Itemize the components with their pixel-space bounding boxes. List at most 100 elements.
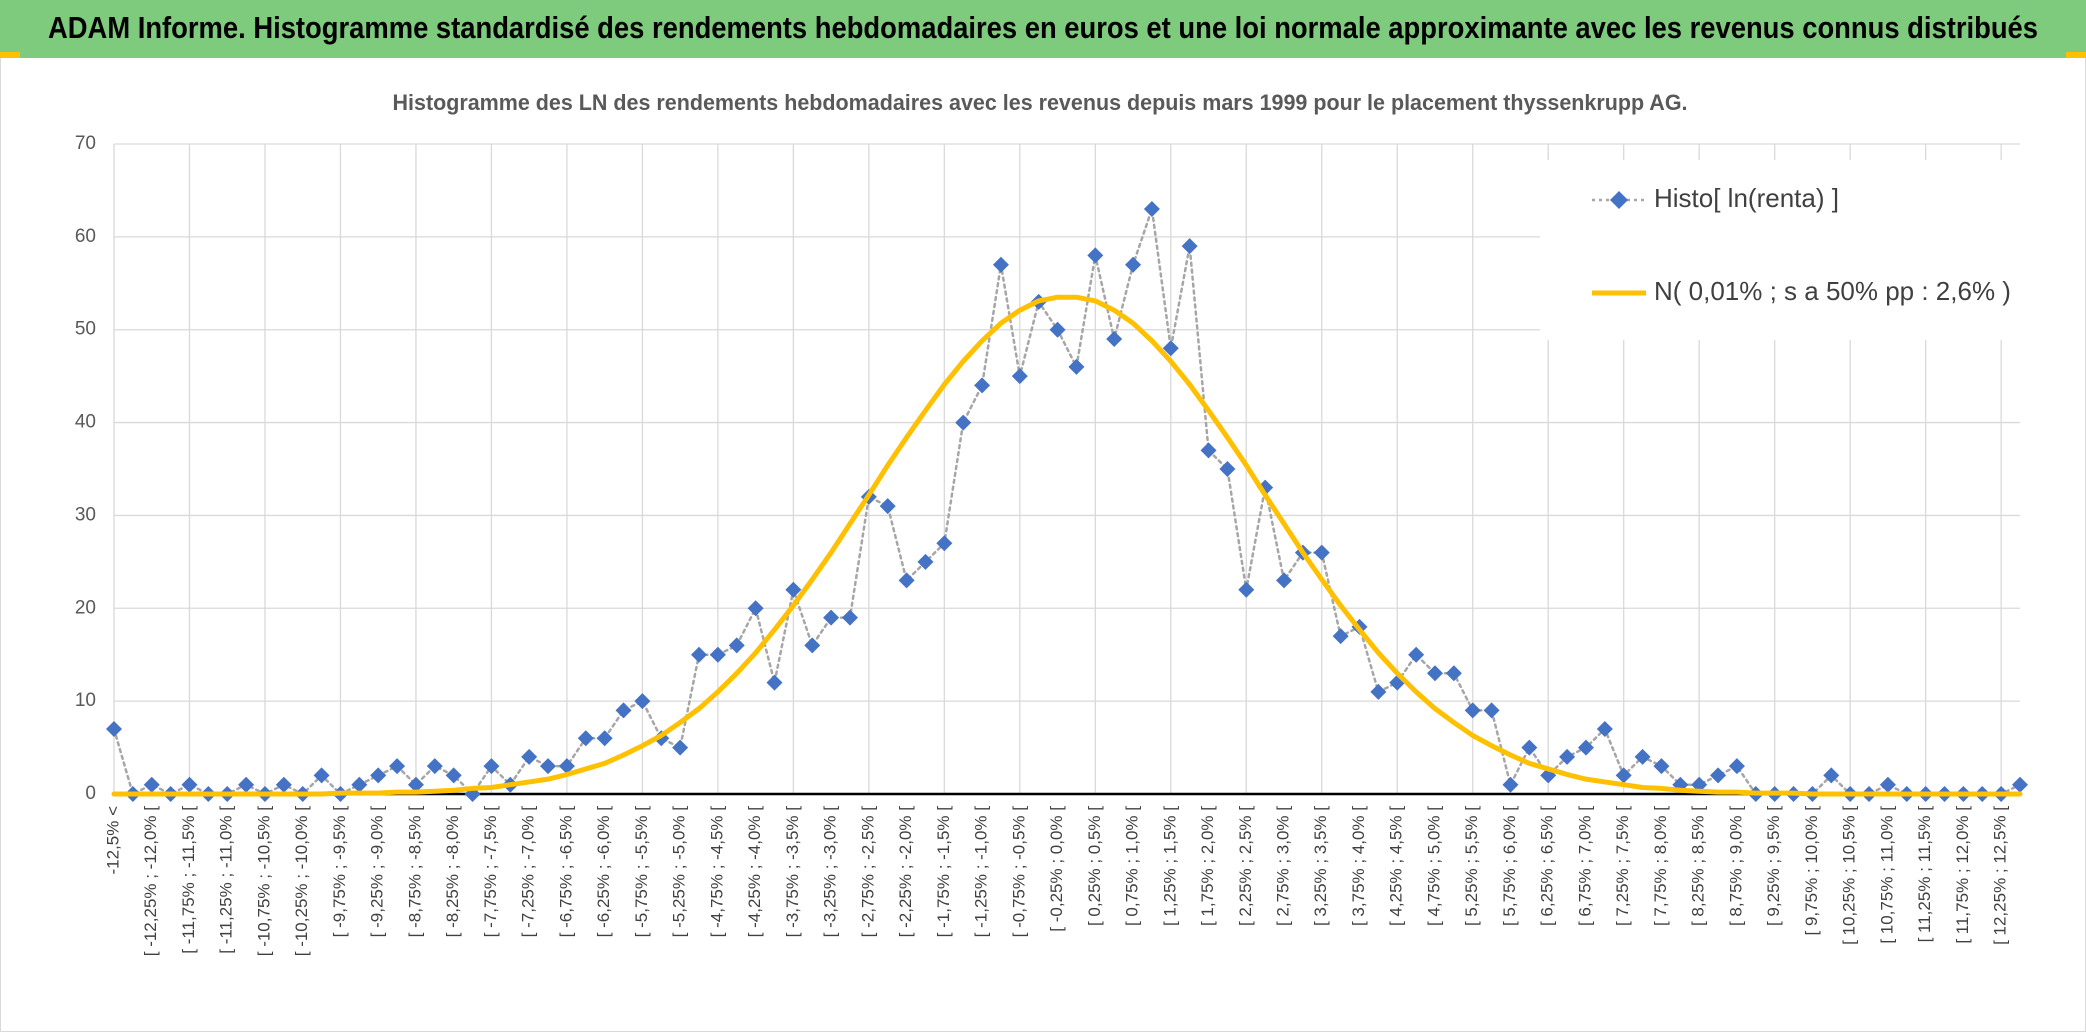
x-tick-label: [ -1,25% ; -1,0% [ — [972, 806, 991, 938]
data-point — [615, 702, 632, 719]
data-point — [766, 674, 783, 691]
data-point — [898, 572, 915, 589]
x-tick-label: [ 10,25% ; 10,5% [ — [1840, 806, 1859, 945]
y-tick-label: 20 — [75, 597, 96, 618]
data-point — [634, 693, 651, 710]
x-tick-label: [ 1,25% ; 1,5% [ — [1160, 806, 1179, 926]
data-point — [709, 646, 726, 663]
data-point — [1615, 767, 1632, 784]
data-point — [1559, 748, 1576, 765]
data-point — [1596, 721, 1613, 737]
x-tick-label: [ -1,75% ; -1,5% [ — [934, 806, 953, 938]
data-point — [275, 776, 292, 793]
series-line — [111, 294, 2023, 797]
data-point — [785, 581, 802, 598]
data-point — [389, 758, 406, 775]
data-point — [370, 767, 387, 784]
y-tick-label: 70 — [75, 133, 96, 154]
x-tick-label: [ 10,75% ; 11,0% [ — [1877, 806, 1896, 944]
data-point — [1464, 702, 1481, 719]
data-point — [1728, 758, 1745, 775]
data-point — [992, 256, 1009, 273]
data-point — [1408, 646, 1425, 663]
x-tick-label: [ -9,25% ; -9,0% [ — [368, 806, 387, 938]
data-point — [1483, 702, 1500, 719]
data-point — [1710, 767, 1727, 784]
data-point — [1049, 321, 1066, 338]
data-point — [1521, 739, 1538, 756]
x-tick-label: [ -9,75% ; -9,5% [ — [330, 806, 349, 938]
x-tick-label: [ -7,25% ; -7,0% [ — [519, 806, 538, 938]
x-tick-label: [ 9,75% ; 10,0% [ — [1802, 806, 1821, 936]
data-point — [426, 758, 443, 775]
data-point — [1370, 683, 1387, 700]
data-point — [540, 758, 557, 775]
x-tick-label: [ -2,25% ; -2,0% [ — [896, 806, 915, 938]
x-tick-label: [ -7,75% ; -7,5% [ — [481, 806, 500, 938]
x-tick-label: [ 0,25% ; 0,5% [ — [1085, 806, 1104, 926]
data-point — [955, 414, 972, 431]
data-point — [1879, 776, 1896, 793]
x-tick-label: [ 7,75% ; 8,0% [ — [1651, 806, 1670, 926]
data-point — [1276, 572, 1293, 589]
data-point — [1332, 628, 1349, 645]
data-point — [1011, 368, 1028, 385]
data-point — [238, 776, 255, 793]
x-tick-label: [ -10,25% ; -10,0% [ — [292, 806, 311, 957]
data-point — [1087, 247, 1104, 264]
legend-marker — [1610, 191, 1628, 209]
x-tick-label: [ 7,25% ; 7,5% [ — [1613, 806, 1632, 926]
y-tick-label: 0 — [85, 783, 96, 804]
x-tick-label: [ 11,25% ; 11,5% [ — [1915, 806, 1934, 943]
data-point — [351, 776, 368, 793]
title-bar — [0, 0, 2086, 58]
data-point — [1634, 748, 1651, 765]
corner-mark — [0, 52, 20, 58]
x-tick-label: [ -6,25% ; -6,0% [ — [594, 806, 613, 938]
x-tick-label: [ 6,25% ; 6,5% [ — [1538, 806, 1557, 926]
x-tick-label: [ -11,75% ; -11,5% [ — [179, 806, 198, 954]
x-tick-label: [ 6,75% ; 7,0% [ — [1575, 806, 1594, 926]
y-tick-label: 10 — [75, 690, 96, 711]
data-point — [1445, 665, 1462, 682]
data-point — [1162, 340, 1179, 357]
data-point — [1125, 256, 1142, 273]
y-tick-label: 50 — [75, 319, 96, 340]
data-point — [558, 758, 575, 775]
x-tick-label: [ -0,25% ; 0,0% [ — [1047, 806, 1066, 932]
data-point — [804, 637, 821, 654]
legend-box — [1540, 160, 2060, 340]
data-point — [1426, 665, 1443, 682]
x-tick-label: [ 5,25% ; 5,5% [ — [1462, 806, 1481, 926]
x-tick-label: [ 12,25% ; 12,5% [ — [1991, 806, 2010, 945]
x-tick-label: [ 4,75% ; 5,0% [ — [1424, 806, 1443, 926]
x-tick-label: [ -0,75% ; -0,5% [ — [1009, 806, 1028, 938]
chart-subtitle: Histogramme des LN des rendements hebdom… — [393, 90, 1688, 115]
x-tick-label: [ 1,75% ; 2,0% [ — [1198, 806, 1217, 926]
y-tick-label: 30 — [75, 504, 96, 525]
data-point — [691, 646, 708, 663]
data-point — [747, 600, 764, 617]
legend-label: Histo[ ln(renta) ] — [1654, 183, 1839, 213]
x-tick-label: [ -4,75% ; -4,5% [ — [707, 806, 726, 938]
data-point — [1823, 767, 1840, 784]
legend-label: N( 0,01% ; s a 50% pp : 2,6% ) — [1654, 276, 2011, 306]
x-tick-label: [ -3,25% ; -3,0% [ — [821, 806, 840, 938]
x-tick-label: [ -12,25% ; -12,0% [ — [141, 806, 160, 957]
x-tick-label: [ 8,25% ; 8,5% [ — [1689, 806, 1708, 926]
x-tick-label: [ 3,25% ; 3,5% [ — [1311, 806, 1330, 926]
data-point — [106, 721, 122, 737]
plot-area — [106, 201, 2028, 802]
data-point — [596, 730, 613, 747]
data-point — [974, 377, 991, 394]
data-point — [936, 535, 953, 552]
data-point — [445, 767, 462, 784]
x-tick-label: [ -11,25% ; -11,0% [ — [217, 806, 236, 954]
data-point — [1502, 776, 1519, 793]
data-point — [521, 748, 538, 765]
x-tick-label: [ -10,75% ; -10,5% [ — [254, 806, 273, 957]
x-tick-label: [ 2,25% ; 2,5% [ — [1236, 806, 1255, 926]
data-point — [1068, 358, 1085, 375]
x-tick-label: [ -4,25% ; -4,0% [ — [745, 806, 764, 938]
